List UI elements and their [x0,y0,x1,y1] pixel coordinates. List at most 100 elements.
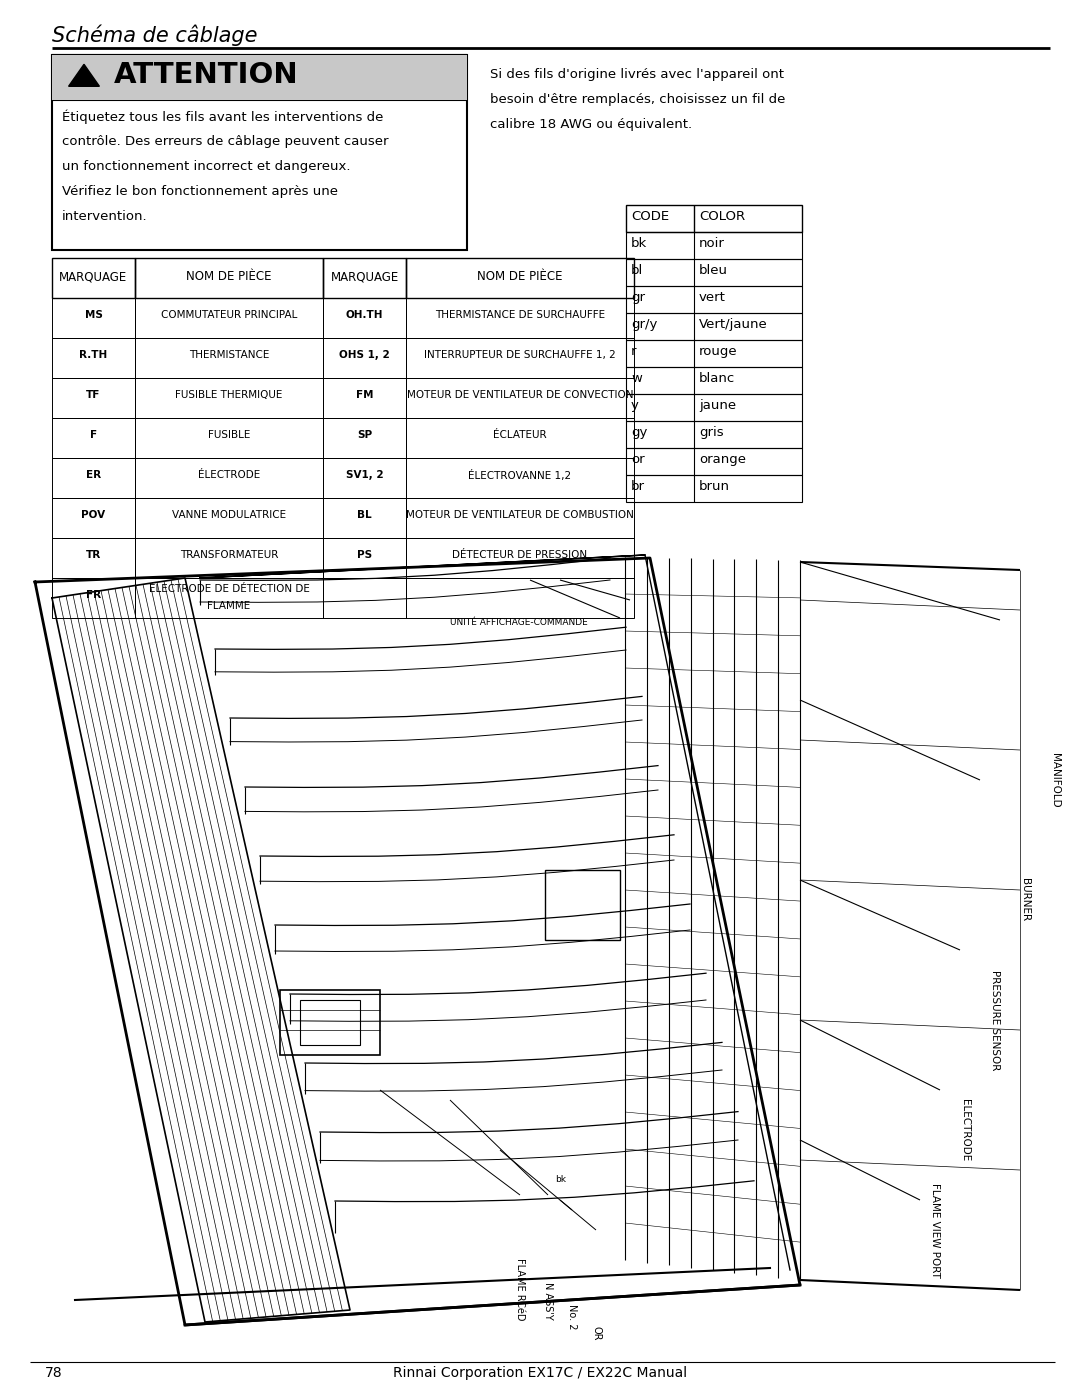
Text: ÉLECTRODE DE DÉTECTION DE: ÉLECTRODE DE DÉTECTION DE [149,584,310,594]
Text: POV: POV [81,510,106,520]
Text: TRANSFORMATEUR: TRANSFORMATEUR [179,550,279,560]
Bar [626,232,802,258]
Text: PS: PS [356,550,373,560]
Text: gris: gris [699,426,724,439]
Text: calibre 18 AWG ou équivalent.: calibre 18 AWG ou équivalent. [490,117,692,131]
Bar [406,458,634,497]
Text: MOTEUR DE VENTILATEUR DE COMBUSTION: MOTEUR DE VENTILATEUR DE COMBUSTION [406,510,634,520]
Text: br: br [631,481,645,493]
Text: No. 2: No. 2 [567,1305,577,1330]
Text: or: or [631,453,645,467]
Bar [406,338,634,379]
Text: COMMUTATEUR PRINCIPAL: COMMUTATEUR PRINCIPAL [161,310,297,320]
Text: 78: 78 [45,1366,63,1380]
Bar [280,990,380,1055]
Text: SV1, 2: SV1, 2 [346,469,383,481]
Bar [323,458,406,497]
Text: PRESSURE SENSOR: PRESSURE SENSOR [990,970,1000,1070]
Text: gy: gy [631,426,647,439]
Bar [406,497,634,538]
Text: besoin d'être remplacés, choisissez un fil de: besoin d'être remplacés, choisissez un f… [490,94,785,106]
Bar [135,578,323,617]
Bar [52,497,135,538]
Bar [300,1000,360,1045]
Text: contrôle. Des erreurs de câblage peuvent causer: contrôle. Des erreurs de câblage peuvent… [62,136,389,148]
Text: COLOR: COLOR [699,210,745,224]
Text: Vérifiez le bon fonctionnement après une: Vérifiez le bon fonctionnement après une [62,184,338,198]
Text: Schéma de câblage: Schéma de câblage [52,25,257,46]
Bar [626,205,802,232]
Bar [323,338,406,379]
Bar [52,578,135,617]
Bar [626,475,802,502]
Text: ATTENTION: ATTENTION [114,61,299,89]
Text: orange: orange [699,453,746,467]
Text: FLAMME: FLAMME [207,601,251,610]
Text: noir: noir [699,237,725,250]
Bar [626,339,802,367]
Text: bk: bk [555,1175,566,1185]
Bar [626,313,802,339]
Bar [52,418,135,458]
Bar [135,338,323,379]
Bar [406,258,634,298]
Text: FUSIBLE: FUSIBLE [207,430,251,440]
Text: Si des fils d'origine livrés avec l'appareil ont: Si des fils d'origine livrés avec l'appa… [490,68,784,81]
Bar [406,578,634,617]
Text: vert: vert [699,291,726,305]
Text: ÉCLATEUR: ÉCLATEUR [494,430,546,440]
Text: NOM DE PIÈCE: NOM DE PIÈCE [477,270,563,284]
Text: r: r [631,345,636,358]
Bar [323,298,406,338]
Text: DÉTECTEUR DE PRESSION: DÉTECTEUR DE PRESSION [453,550,588,560]
Text: bl: bl [631,264,644,277]
Text: !: ! [81,70,87,84]
Text: TF: TF [86,390,100,400]
Bar [323,418,406,458]
Text: bleu: bleu [699,264,728,277]
Text: F: F [90,430,97,440]
Text: y: y [631,400,639,412]
Bar [52,54,467,250]
Text: ÉLECTRODE: ÉLECTRODE [198,469,260,481]
Text: MARQUAGE: MARQUAGE [330,270,399,284]
Bar [52,458,135,497]
Polygon shape [69,64,99,87]
Text: MANIFOLD: MANIFOLD [1050,753,1059,807]
Bar [135,497,323,538]
Bar [323,258,406,298]
Text: VANNE MODULATRICE: VANNE MODULATRICE [172,510,286,520]
Text: BURNER: BURNER [1020,879,1030,922]
Bar [323,379,406,418]
Text: OH.TH: OH.TH [346,310,383,320]
Bar [626,394,802,420]
Text: FLAME VIEW PORT: FLAME VIEW PORT [930,1183,940,1277]
Bar [626,420,802,448]
Text: brun: brun [699,481,730,493]
Bar [323,497,406,538]
Bar [135,379,323,418]
Bar [406,538,634,578]
Bar [135,258,323,298]
Bar [406,418,634,458]
Text: Rinnai Corporation EX17C / EX22C Manual: Rinnai Corporation EX17C / EX22C Manual [393,1366,687,1380]
Bar [135,538,323,578]
Text: gr/y: gr/y [631,319,658,331]
Text: NOM DE PIÈCE: NOM DE PIÈCE [186,270,272,284]
Text: gr: gr [631,291,645,305]
Bar [626,286,802,313]
Text: INTERRUPTEUR DE SURCHAUFFE 1, 2: INTERRUPTEUR DE SURCHAUFFE 1, 2 [424,351,616,360]
Text: un fonctionnement incorrect et dangereux.: un fonctionnement incorrect et dangereux… [62,161,351,173]
Text: THERMISTANCE: THERMISTANCE [189,351,269,360]
Text: w: w [631,372,642,386]
Text: OR: OR [591,1326,600,1340]
Text: FR: FR [86,590,102,599]
Text: UNITÉ AFFICHAGE-COMMANDE: UNITÉ AFFICHAGE-COMMANDE [450,617,588,627]
Text: CODE: CODE [631,210,670,224]
Text: FLAME RCéD: FLAME RCéD [515,1257,525,1320]
Bar [135,458,323,497]
Text: THERMISTANCE DE SURCHAUFFE: THERMISTANCE DE SURCHAUFFE [435,310,605,320]
Bar [52,379,135,418]
Bar [323,538,406,578]
Bar [52,258,135,298]
